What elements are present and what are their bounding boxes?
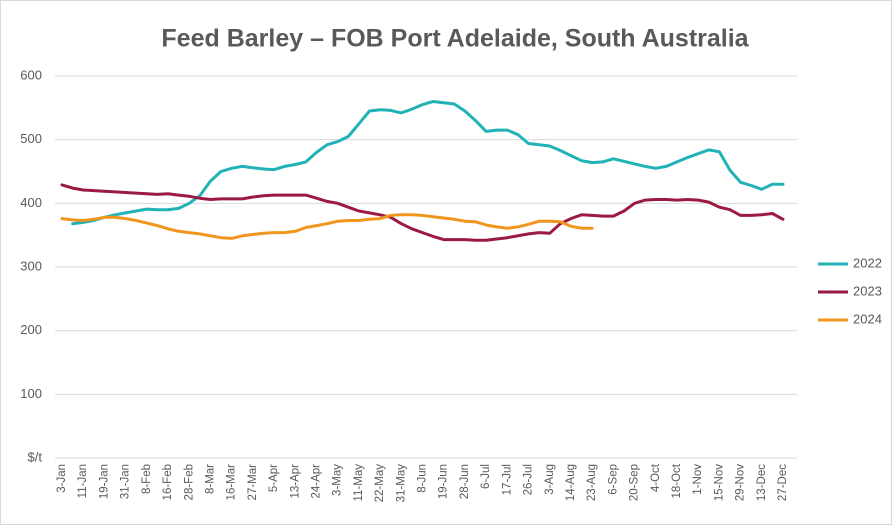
x-tick-label: 19-Jan bbox=[98, 464, 110, 499]
x-tick-label: 29-Nov bbox=[735, 464, 747, 501]
x-tick-label: 8-Jun bbox=[417, 464, 429, 493]
legend-label: 2024 bbox=[853, 311, 882, 326]
x-tick-label: 4-Oct bbox=[650, 463, 662, 492]
series-line bbox=[60, 183, 785, 242]
x-tick-label: 8-Mar bbox=[204, 464, 216, 494]
x-tick-label: 6-Sep bbox=[607, 464, 619, 495]
chart-title: Feed Barley – FOB Port Adelaide, South A… bbox=[161, 25, 749, 53]
y-tick-label: 500 bbox=[20, 131, 42, 146]
x-tick-label: 11-Jan bbox=[77, 464, 89, 498]
x-tick-label: 23-Aug bbox=[586, 464, 598, 501]
x-tick-label: 6-Jul bbox=[480, 464, 492, 489]
x-tick-label: 13-Dec bbox=[756, 464, 768, 501]
x-tick-label: 17-Jul bbox=[501, 464, 513, 495]
x-tick-label: 28-Jun bbox=[459, 464, 471, 499]
x-tick-label: 19-Jun bbox=[438, 464, 450, 499]
x-tick-label: 8-Feb bbox=[141, 464, 153, 494]
x-tick-label: 27-Dec bbox=[777, 464, 789, 501]
x-tick-label: 27-Mar bbox=[247, 464, 259, 501]
legend-label: 2022 bbox=[853, 255, 882, 270]
y-tick-label: 300 bbox=[20, 258, 42, 273]
x-tick-label: 28-Feb bbox=[183, 464, 195, 500]
y-tick-label: $/t bbox=[28, 449, 43, 464]
legend-label: 2023 bbox=[853, 283, 882, 298]
x-tick-label: 14-Aug bbox=[565, 464, 577, 501]
x-tick-label: 11-May bbox=[353, 464, 365, 502]
y-tick-label: 600 bbox=[20, 67, 42, 82]
series-line bbox=[60, 213, 594, 240]
x-tick-label: 22-May bbox=[374, 464, 386, 503]
y-tick-label: 200 bbox=[20, 322, 42, 337]
x-tick-label: 18-Oct bbox=[671, 463, 683, 498]
y-tick-label: 400 bbox=[20, 195, 42, 210]
x-tick-label: 31-Jan bbox=[120, 464, 132, 499]
x-tick-label: 1-Nov bbox=[692, 464, 704, 495]
x-tick-label: 31-May bbox=[395, 464, 407, 503]
x-tick-label: 3-Aug bbox=[544, 464, 556, 495]
x-tick-label: 24-Apr bbox=[311, 464, 323, 499]
x-tick-label: 20-Sep bbox=[629, 464, 641, 501]
x-tick-label: 16-Feb bbox=[162, 464, 174, 500]
series-line bbox=[71, 100, 785, 226]
x-tick-label: 16-Mar bbox=[226, 464, 238, 501]
x-tick-label: 13-Apr bbox=[289, 464, 301, 499]
x-tick-label: 3-Jan bbox=[56, 464, 68, 493]
x-tick-label: 15-Nov bbox=[713, 464, 725, 501]
x-tick-label: 3-May bbox=[332, 464, 344, 496]
x-tick-label: 5-Apr bbox=[268, 464, 280, 492]
y-tick-label: 100 bbox=[20, 386, 42, 401]
x-tick-label: 26-Jul bbox=[523, 464, 535, 495]
